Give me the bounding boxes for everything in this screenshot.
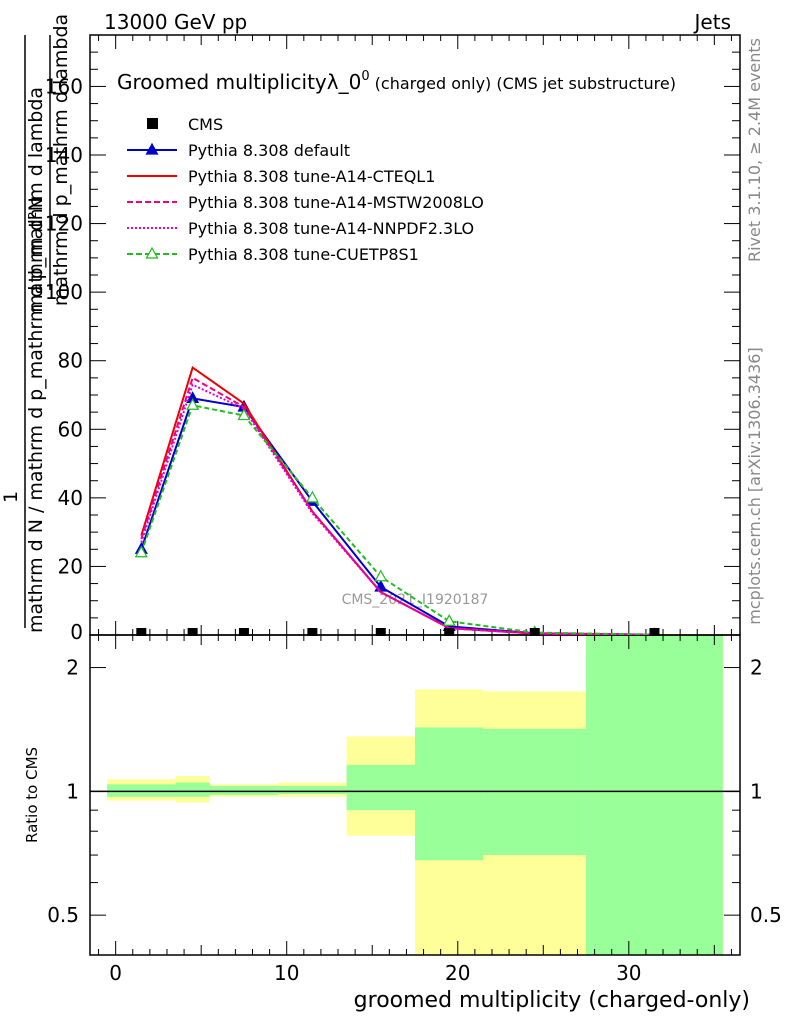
chart-title: Groomed multiplicityλ_00 (charged only) … (117, 69, 676, 94)
cms-data-point (136, 628, 147, 636)
legend-entry: Pythia 8.308 default (127, 141, 350, 160)
ylabel-denominator: mathrm d N / mathrm d p_mathrm d p_mathr… (25, 87, 47, 633)
series-line-4 (140, 404, 655, 635)
x-tick-label: 0 (109, 961, 122, 985)
legend-label: Pythia 8.308 tune-A14-MSTW2008LO (188, 193, 484, 212)
series-marker-4 (305, 490, 319, 503)
series-marker-4 (186, 398, 200, 410)
ratio-y-tick-label: 2 (66, 656, 79, 680)
series-marker-4 (442, 614, 456, 626)
ylabel-top-denominator: mathrm d p_mathrm d lambda (50, 14, 72, 306)
ratio-y-tick-label: 1 (66, 779, 79, 803)
y-tick-label: 40 (58, 486, 83, 510)
legend-entry: CMS (147, 115, 223, 134)
cms-data-layer (136, 628, 660, 636)
ratio-band-inner (209, 786, 279, 795)
ratio-uncertainty-bands (107, 635, 723, 955)
rivet-version-label: Rivet 3.1.10, ≥ 2.4M events (745, 38, 764, 262)
ratio-y-axis-label: Ratio to CMS (23, 747, 41, 843)
x-tick-label: 10 (274, 961, 299, 985)
legend-label: Pythia 8.308 tune-A14-CTEQL1 (188, 167, 435, 186)
mcplots-label: mcplots.cern.ch [arXiv:1306.3436] (745, 347, 764, 624)
ratio-band-inner (415, 727, 484, 861)
y-tick-label: 120 (45, 212, 83, 236)
x-tick-label: 30 (616, 961, 641, 985)
cms-data-point (375, 628, 386, 636)
ratio-y-tick-label: 1 (750, 779, 763, 803)
cms-data-point (187, 628, 198, 636)
ratio-band-inner (107, 784, 176, 797)
main-y-axis: 20 40 60 80 100 120 140 160 0 (45, 34, 740, 644)
legend-entry: Pythia 8.308 tune-CUETP8S1 (127, 245, 419, 264)
legend-entry: Pythia 8.308 tune-A14-CTEQL1 (127, 167, 435, 186)
y-tick-label: 160 (45, 74, 83, 98)
ratio-band-inner (586, 635, 723, 955)
y-axis-label: mathrm d²N mathrm d p_mathrm d lambda 1 … (0, 14, 72, 633)
ratio-y-tick-label: 0.5 (750, 903, 782, 927)
legend: CMS Pythia 8.308 default Pythia 8.308 tune… (127, 115, 484, 264)
ratio-y-tick-label: 0.5 (47, 903, 79, 927)
cms-data-point (444, 628, 455, 636)
cms-data-point (529, 628, 540, 636)
y-tick-label: 140 (45, 143, 83, 167)
series-layer (134, 365, 659, 635)
y-tick-label: 0 (70, 620, 83, 644)
x-tick-label: 20 (445, 961, 470, 985)
y-tick-label: 80 (58, 349, 83, 373)
legend-label: CMS (188, 115, 223, 134)
legend-label: Pythia 8.308 tune-CUETP8S1 (188, 245, 419, 264)
series-marker-4 (134, 545, 148, 558)
ratio-band-inner (278, 786, 347, 795)
legend-swatch (147, 118, 158, 129)
cms-data-point (238, 628, 249, 636)
ratio-band-inner (175, 782, 210, 797)
analysis-watermark: CMS_2021_I1920187 (342, 592, 489, 608)
legend-label: Pythia 8.308 tune-A14-NNPDF2.3LO (188, 219, 474, 238)
header-process: 13000 GeV pp (104, 10, 247, 34)
ratio-band-inner (346, 764, 415, 811)
legend-label: Pythia 8.308 default (188, 141, 350, 160)
legend-marker (145, 246, 159, 259)
ylabel-top-numerator: mathrm d²N (25, 197, 47, 313)
cms-data-point (649, 628, 660, 636)
x-axis-label: groomed multiplicity (charged-only) (354, 988, 750, 1013)
y-tick-label: 20 (58, 554, 83, 578)
y-tick-label: 100 (45, 280, 83, 304)
cms-data-point (307, 628, 318, 636)
header-category: Jets (693, 10, 731, 34)
legend-entry: Pythia 8.308 tune-A14-MSTW2008LO (127, 193, 484, 212)
ratio-plot-frame (89, 634, 741, 956)
series-marker-4 (237, 408, 251, 421)
legend-marker (145, 142, 159, 155)
series-line-3 (140, 383, 655, 635)
x-axis: 0 10 20 30 (98, 35, 732, 985)
ylabel-numerator: 1 (0, 491, 22, 503)
ratio-y-tick-label: 2 (750, 656, 763, 680)
y-tick-label: 60 (58, 417, 83, 441)
legend-entry: Pythia 8.308 tune-A14-NNPDF2.3LO (127, 219, 474, 238)
series-marker-4 (374, 569, 388, 582)
